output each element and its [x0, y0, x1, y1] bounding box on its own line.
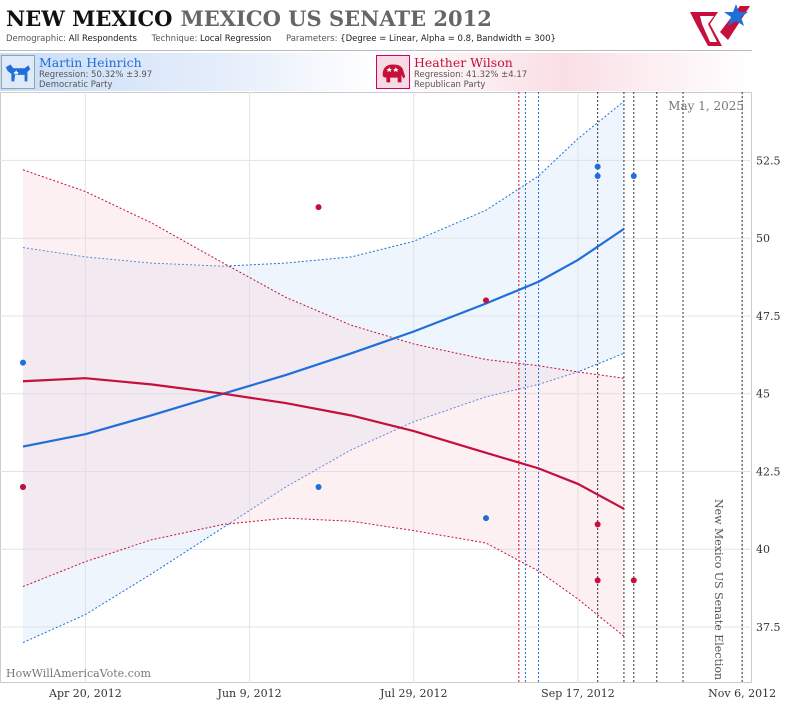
site-logo-icon	[690, 4, 750, 46]
poll-point	[630, 172, 637, 179]
poll-point	[594, 172, 601, 179]
header-divider	[0, 50, 752, 51]
upper-bound-line	[22, 100, 625, 267]
x-tick-label: Nov 6, 2012	[708, 687, 776, 700]
poll-point	[315, 204, 322, 211]
lower-bound-line	[22, 517, 625, 637]
y-axis: 37.5 40 42.5 45 47.5 50 52.5	[756, 154, 781, 634]
event-lines	[518, 92, 743, 683]
poll-point	[594, 577, 601, 584]
technique-value: Local Regression	[200, 34, 272, 44]
elephant-icon	[376, 55, 410, 89]
poll-point	[483, 515, 490, 522]
x-tick-label: Jun 9, 2012	[217, 687, 282, 700]
lower-bound-line	[22, 352, 625, 644]
y-tick-label: 42.5	[756, 465, 781, 478]
poll-point	[315, 484, 322, 491]
election-label: New Mexico US Senate Election	[712, 499, 725, 680]
poll-point	[19, 484, 26, 491]
poll-point	[483, 297, 490, 304]
donkey-icon	[1, 55, 35, 89]
parameters-value: {Degree = Linear, Alpha = 0.8, Bandwidth…	[340, 34, 556, 44]
poll-points	[19, 163, 637, 584]
confidence-band	[22, 169, 624, 637]
y-tick-label: 37.5	[756, 621, 781, 634]
candidate-regression: Regression: 50.32% ±3.97	[39, 70, 153, 80]
parameters-line: Demographic: All Respondents Technique: …	[6, 34, 556, 44]
x-tick-label: Sep 17, 2012	[541, 687, 615, 700]
poll-point	[594, 521, 601, 528]
poll-point	[19, 359, 26, 366]
plot-area	[0, 92, 752, 683]
date-stamp: May 1, 2025	[668, 99, 744, 113]
y-tick-label: 52.5	[756, 154, 781, 167]
regression-chart: 37.5 40 42.5 45 47.5 50 52.5 Apr 20, 2012 Jun 9…	[0, 92, 781, 700]
demographic-label: Demographic:	[6, 34, 67, 44]
x-tick-label: Apr 20, 2012	[48, 687, 122, 700]
technique-label: Technique:	[151, 34, 198, 44]
race-title: MEXICO US SENATE 2012	[180, 6, 492, 31]
candidate-party: Democratic Party	[39, 80, 113, 90]
watermark: HowWillAmericaVote.com	[6, 667, 151, 680]
regression-lines	[22, 227, 625, 510]
parameters-label: Parameters:	[285, 34, 338, 44]
candidate-name: Martin Heinrich	[39, 55, 142, 70]
confidence-band	[22, 101, 624, 643]
chart-title: NEW MEXICO MEXICO US SENATE 2012	[6, 6, 492, 31]
candidate-party: Republican Party	[414, 80, 486, 90]
y-tick-label: 45	[756, 388, 770, 401]
regression-line	[22, 227, 625, 448]
candidate-regression: Regression: 41.32% ±4.17	[414, 70, 528, 80]
poll-point	[630, 577, 637, 584]
poll-point	[594, 163, 601, 170]
confidence-bands	[22, 100, 625, 644]
candidate-panel-democrat: Martin Heinrich Regression: 50.32% ±3.97…	[0, 53, 380, 91]
demographic-value: All Respondents	[68, 34, 137, 44]
state-title: NEW MEXICO	[6, 6, 173, 31]
upper-bound-line	[22, 169, 624, 379]
candidate-panel-republican: Heather Wilson Regression: 41.32% ±4.17 …	[375, 53, 752, 91]
regression-line	[22, 377, 625, 510]
x-axis: Apr 20, 2012 Jun 9, 2012 Jul 29, 2012 Sep 1…	[48, 687, 776, 700]
y-tick-label: 40	[756, 543, 770, 556]
x-tick-label: Jul 29, 2012	[379, 687, 448, 700]
candidate-name: Heather Wilson	[414, 55, 513, 70]
grid	[0, 92, 752, 683]
y-tick-label: 47.5	[756, 310, 781, 323]
y-tick-label: 50	[756, 232, 770, 245]
